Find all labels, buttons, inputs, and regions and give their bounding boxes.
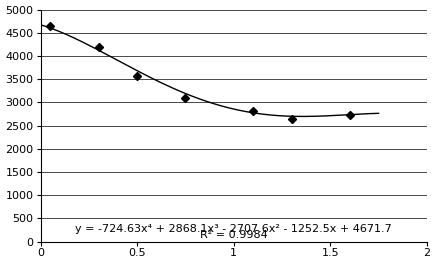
Text: y = -724.63x⁴ + 2868.1x³ - 2707.6x² - 1252.5x + 4671.7: y = -724.63x⁴ + 2868.1x³ - 2707.6x² - 12… — [75, 224, 392, 234]
Text: R² = 0.9984: R² = 0.9984 — [200, 229, 268, 239]
